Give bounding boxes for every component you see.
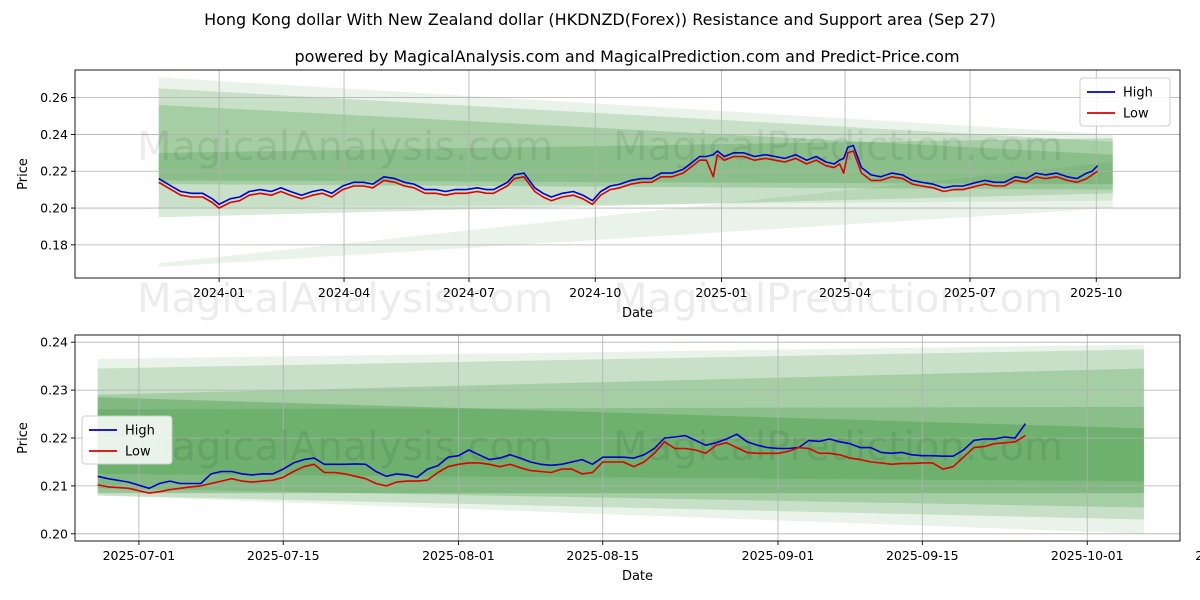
legend-label-low: Low [125,445,151,460]
x-tick-label: 2025-07 [944,285,996,300]
y-tick-label: 0.24 [40,335,68,350]
x-tick-label: 2025-08-01 [422,548,495,563]
panel-2: MagicalAnalysis.com MagicalPrediction.com… [16,334,1200,584]
watermark-prediction: MagicalPrediction.com [613,124,1063,170]
legend: High Low [1079,77,1171,127]
series-line-low [97,434,1026,494]
x-tick-label: 2024-04 [318,285,370,300]
x-tick-label: 2025-09-01 [742,548,815,563]
legend-label-low: Low [1123,107,1149,122]
x-tick-label: 2025-10 [1070,285,1122,300]
chart-title: Hong Kong dollar With New Zealand dollar… [204,10,996,29]
x-tick-label: 2025-08-15 [566,548,639,563]
support-resistance-band [158,162,1113,267]
series-line-low [158,150,1099,209]
x-tick-label: 2025-01 [695,285,747,300]
x-tick-label: 2024-07 [443,285,495,300]
watermark-analysis: MagicalAnalysis.com [137,424,553,470]
series-line-high [97,423,1027,490]
support-resistance-band [97,344,1144,534]
x-tick-label: 2025-09-15 [886,548,959,563]
support-resistance-band [97,397,1144,494]
y-tick-label: 0.22 [40,431,68,446]
watermark-prediction: MagicalPrediction.com [613,276,1063,322]
legend-label-high: High [125,424,155,439]
support-resistance-band [158,104,1113,185]
legend-box [1079,77,1171,127]
series-line-high [158,144,1099,206]
x-axis-label: Date [622,569,653,584]
y-tick-label: 0.22 [40,164,68,179]
y-tick-label: 0.21 [40,478,68,493]
legend-box [81,415,173,465]
y-tick-label: 0.20 [40,526,68,541]
y-tick-label: 0.26 [40,90,68,105]
panel-1: MagicalAnalysis.com MagicalPrediction.com… [16,69,1181,322]
x-tick-label: 2025-10-01 [1051,548,1124,563]
y-tick-label: 0.18 [40,237,68,252]
x-tick-label: 2025-07-15 [247,548,320,563]
x-tick-label: 2025-04 [819,285,871,300]
support-resistance-band [158,88,1113,218]
x-tick-label: 2024-10 [569,285,621,300]
watermark-prediction: MagicalPrediction.com [613,424,1063,470]
watermark-analysis: MagicalAnalysis.com [137,276,553,322]
legend: High Low [81,415,173,465]
support-resistance-band [158,138,1113,190]
plot-frame [74,69,1181,279]
x-tick-label: 2024-01 [193,285,245,300]
chart-subtitle: powered by MagicalAnalysis.com and Magic… [294,47,959,66]
y-tick-label: 0.24 [40,127,68,142]
x-tick-label: 2025-07-01 [103,548,176,563]
y-tick-label: 0.23 [40,383,68,398]
x-tick-label: 2025-10-15 [1195,548,1200,563]
legend-label-high: High [1123,86,1153,101]
y-tick-label: 0.20 [40,201,68,216]
x-axis-label: Date [622,306,653,321]
y-axis-label: Price [16,158,31,190]
watermark-analysis: MagicalAnalysis.com [137,124,553,170]
y-axis-label: Price [16,422,31,454]
